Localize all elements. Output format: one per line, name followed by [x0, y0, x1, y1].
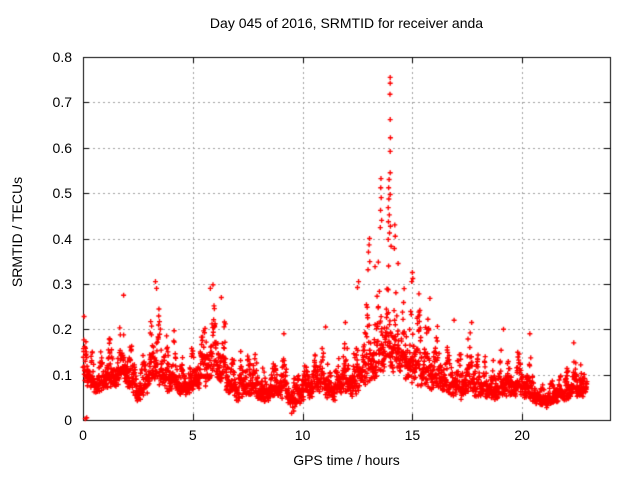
y-tick-label: 0.3: [52, 275, 72, 292]
y-tick-label: 0.5: [52, 185, 72, 202]
chart-title: Day 045 of 2016, SRMTID for receiver and…: [209, 15, 484, 31]
y-tick-label: 0.7: [52, 94, 72, 111]
y-tick-label: 0.1: [52, 366, 72, 383]
x-tick-label: 10: [294, 427, 311, 443]
y-tick-label: 0: [64, 412, 72, 428]
y-tick-label: 0.8: [52, 49, 72, 65]
y-axis-label: SRMTID / TECUs: [9, 176, 25, 288]
x-tick-label: 5: [188, 427, 197, 443]
x-axis-label: GPS time / hours: [293, 452, 400, 468]
x-tick-label: 20: [514, 427, 530, 443]
x-tick-label: 15: [404, 427, 421, 443]
y-tick-label: 0.4: [52, 230, 72, 247]
y-tick-label: 0.2: [52, 321, 72, 338]
x-tick-label: 0: [79, 427, 87, 443]
y-tick-label: 0.6: [52, 139, 72, 156]
